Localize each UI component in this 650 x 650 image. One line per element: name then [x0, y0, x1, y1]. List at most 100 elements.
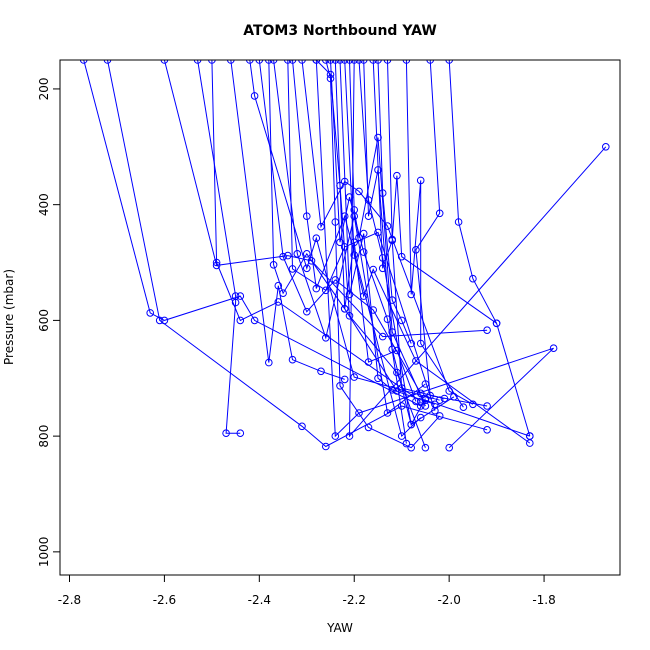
data-point	[469, 274, 477, 283]
data-point	[374, 166, 382, 174]
series-line	[230, 60, 345, 380]
series-line	[348, 60, 607, 438]
data-point	[274, 281, 283, 290]
x-axis: -2.8 -2.6 -2.4 -2.2 -2.0 -1.8	[58, 574, 556, 607]
data-point	[393, 171, 401, 180]
x-tick-label: -2.2	[343, 593, 366, 607]
series-line	[387, 60, 497, 324]
data-point	[331, 276, 340, 284]
y-tick-label: 800	[37, 425, 51, 448]
data-series	[246, 60, 444, 405]
data-point	[355, 409, 363, 417]
series-line	[448, 60, 531, 437]
data-point	[364, 212, 373, 220]
data-point	[483, 426, 491, 434]
data-point	[435, 209, 444, 218]
data-point	[155, 316, 164, 325]
data-point	[383, 409, 392, 417]
data-point	[369, 265, 378, 274]
data-point	[407, 443, 416, 452]
series-line	[163, 60, 488, 338]
data-point	[416, 413, 425, 422]
data-series	[336, 60, 439, 409]
series-line	[415, 60, 488, 407]
data-series	[322, 60, 444, 452]
data-point	[388, 235, 397, 244]
data-series	[227, 60, 349, 384]
data-point	[378, 189, 387, 197]
data-point	[279, 289, 287, 298]
data-point	[526, 439, 534, 447]
data-point	[549, 344, 558, 353]
data-point	[303, 250, 311, 258]
data-point	[222, 429, 230, 438]
data-point	[250, 92, 259, 100]
data-point	[459, 403, 468, 412]
data-point	[322, 442, 330, 451]
data-point	[303, 307, 311, 316]
data-point	[322, 286, 330, 295]
data-point	[350, 238, 359, 247]
data-point	[421, 402, 430, 410]
data-point	[416, 176, 425, 185]
x-tick-label: -1.8	[532, 593, 555, 607]
data-point	[412, 357, 420, 365]
data-point	[293, 250, 302, 258]
data-point	[397, 384, 406, 392]
data-point	[288, 355, 297, 364]
data-point	[331, 432, 340, 440]
data-point	[340, 305, 349, 313]
x-axis-label: YAW	[326, 621, 353, 635]
data-point	[374, 374, 382, 383]
data-point	[526, 432, 534, 440]
data-point	[369, 306, 378, 314]
data-point	[236, 316, 245, 325]
data-point	[303, 264, 311, 273]
data-point	[284, 251, 292, 260]
data-point	[407, 339, 416, 348]
data-point	[492, 319, 501, 328]
data-point	[350, 206, 359, 214]
data-point	[364, 358, 373, 366]
data-point	[303, 212, 311, 220]
data-point	[397, 252, 406, 261]
data-point	[397, 432, 406, 440]
data-point	[312, 234, 321, 242]
data-point	[407, 420, 416, 429]
data-point	[312, 284, 321, 293]
data-point	[374, 133, 382, 142]
data-point	[345, 432, 354, 440]
plot-area	[79, 60, 610, 452]
data-series	[412, 60, 491, 410]
data-point	[355, 187, 363, 196]
y-axis: 200 400 600 800 1000	[37, 77, 61, 567]
data-point	[212, 258, 221, 267]
series-line	[301, 60, 474, 405]
series-line	[211, 60, 421, 402]
data-point	[388, 328, 397, 336]
data-point	[298, 422, 306, 431]
series-line	[197, 60, 241, 434]
series-line	[363, 60, 426, 426]
y-tick-label: 400	[37, 193, 51, 216]
data-point	[231, 298, 240, 307]
data-point	[435, 412, 444, 420]
data-point	[322, 334, 330, 342]
x-tick-label: -2.0	[437, 593, 460, 607]
x-tick-label: -2.8	[58, 593, 81, 607]
data-point	[412, 246, 420, 254]
series-line	[349, 60, 426, 407]
series-line	[325, 60, 441, 449]
data-point	[454, 218, 463, 226]
data-point	[388, 296, 397, 304]
data-point	[407, 290, 416, 299]
data-series	[445, 60, 534, 440]
series-line	[334, 60, 417, 402]
data-point	[336, 238, 344, 247]
data-point	[146, 309, 154, 317]
data-point	[378, 332, 387, 341]
data-series	[402, 60, 468, 412]
data-point	[269, 261, 278, 269]
series-line	[292, 60, 422, 438]
